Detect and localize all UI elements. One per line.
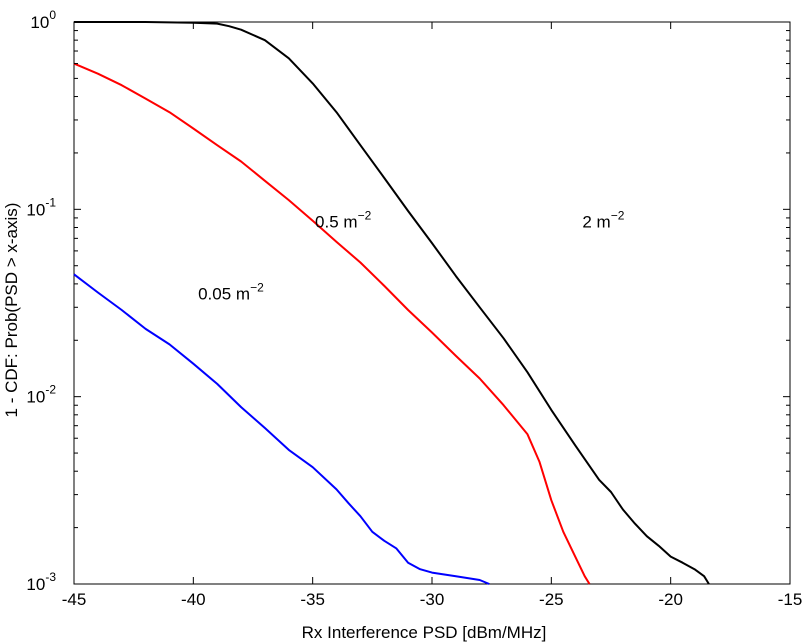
y-axis: 100 10-1 10-2 10-3 bbox=[26, 8, 790, 594]
x-axis: -45 -40 -35 -30 -25 -20 -15 bbox=[62, 22, 802, 609]
plot-area bbox=[73, 21, 791, 585]
series-annotation: 0.5 m−2 bbox=[315, 208, 372, 231]
series-layer bbox=[73, 21, 710, 585]
plot-box bbox=[73, 21, 791, 585]
x-tick-label: -30 bbox=[420, 590, 445, 609]
y-tick-label: 10-2 bbox=[26, 383, 56, 407]
series-line-0 bbox=[74, 21, 710, 585]
x-tick-label: -25 bbox=[539, 590, 564, 609]
y-tick-label: 10-3 bbox=[26, 570, 56, 594]
series-line-1 bbox=[73, 62, 591, 585]
y-axis-label: 1 - CDF: Prob(PSD > x-axis) bbox=[2, 203, 21, 418]
series-annotation: 2 m−2 bbox=[582, 208, 624, 231]
x-tick-label: -20 bbox=[658, 590, 683, 609]
x-tick-label: -15 bbox=[778, 590, 802, 609]
x-tick-label: -35 bbox=[300, 590, 325, 609]
y-tick-label: 100 bbox=[30, 8, 56, 32]
x-axis-label: Rx Interference PSD [dBm/MHz] bbox=[302, 623, 547, 642]
series-annotation: 0.05 m−2 bbox=[198, 281, 264, 304]
x-tick-label: -45 bbox=[62, 590, 87, 609]
series-line-2 bbox=[73, 273, 490, 585]
y-tick-label: 10-1 bbox=[26, 195, 56, 219]
x-tick-label: -40 bbox=[181, 590, 206, 609]
annotations: 2 m−2 0.5 m−2 0.05 m−2 bbox=[198, 208, 625, 303]
